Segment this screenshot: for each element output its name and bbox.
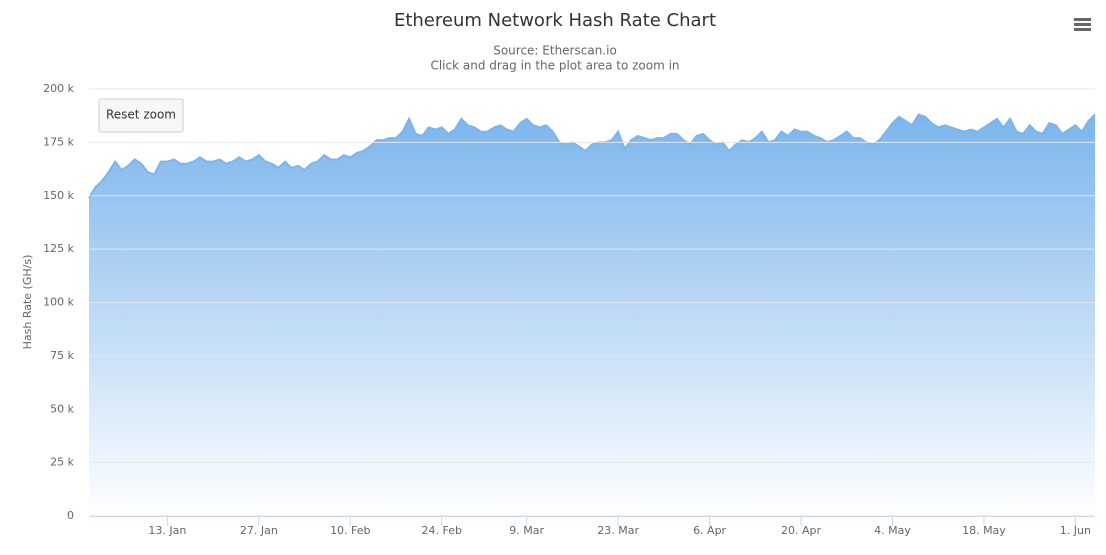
menu-line — [1074, 28, 1091, 31]
button-bg[interactable] — [98, 98, 184, 133]
chart-subtitle: Source: Etherscan.io — [493, 44, 617, 58]
menu-button[interactable] — [1070, 12, 1094, 36]
x-tick-label: 20. Apr — [781, 524, 821, 537]
chart-subtitle: Click and drag in the plot area to zoom … — [430, 59, 679, 73]
menu-line — [1074, 23, 1091, 26]
area-line[interactable] — [88, 113, 1096, 199]
y-tick-label: 200 k — [43, 82, 74, 95]
menu-line — [1074, 18, 1091, 21]
x-tick-label: 24. Feb — [422, 524, 462, 537]
y-tick-label: 100 k — [43, 296, 74, 309]
y-tick-label: 175 k — [43, 135, 74, 148]
plot-area[interactable] — [88, 113, 1096, 517]
reset-zoom-button[interactable]: Reset zoom — [98, 98, 184, 133]
x-tick-label: 4. May — [874, 524, 911, 537]
x-tick-label: 27. Jan — [240, 524, 278, 537]
y-tick-label: 0 — [67, 509, 74, 522]
x-tick-label: 13. Jan — [148, 524, 186, 537]
x-tick-label: 18. May — [962, 524, 1006, 537]
x-tick-label: 6. Apr — [693, 524, 726, 537]
x-tick-label: 23. Mar — [597, 524, 639, 537]
x-tick-label: 10. Feb — [330, 524, 370, 537]
button-label[interactable]: Reset zoom — [106, 108, 176, 122]
chart-title: Ethereum Network Hash Rate Chart — [394, 10, 716, 31]
x-tick-label: 1. Jun — [1060, 524, 1091, 537]
y-tick-label: 50 k — [50, 402, 74, 415]
y-tick-label: 150 k — [43, 189, 74, 202]
area-fill[interactable] — [89, 114, 1095, 517]
y-tick-label: 125 k — [43, 242, 74, 255]
x-tick-label: 9. Mar — [509, 524, 544, 537]
y-tick-label: 75 k — [50, 349, 74, 362]
y-axis-title: Hash Rate (GH/s) — [21, 255, 34, 350]
y-tick-label: 25 k — [50, 456, 74, 469]
